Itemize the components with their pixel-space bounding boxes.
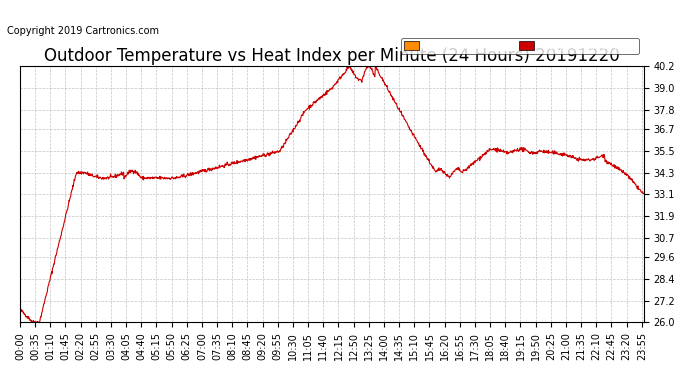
Title: Outdoor Temperature vs Heat Index per Minute (24 Hours) 20191220: Outdoor Temperature vs Heat Index per Mi… <box>44 47 620 65</box>
Text: Copyright 2019 Cartronics.com: Copyright 2019 Cartronics.com <box>7 26 159 36</box>
Legend: Heat Index (°F), Temperature (°F): Heat Index (°F), Temperature (°F) <box>401 38 639 54</box>
